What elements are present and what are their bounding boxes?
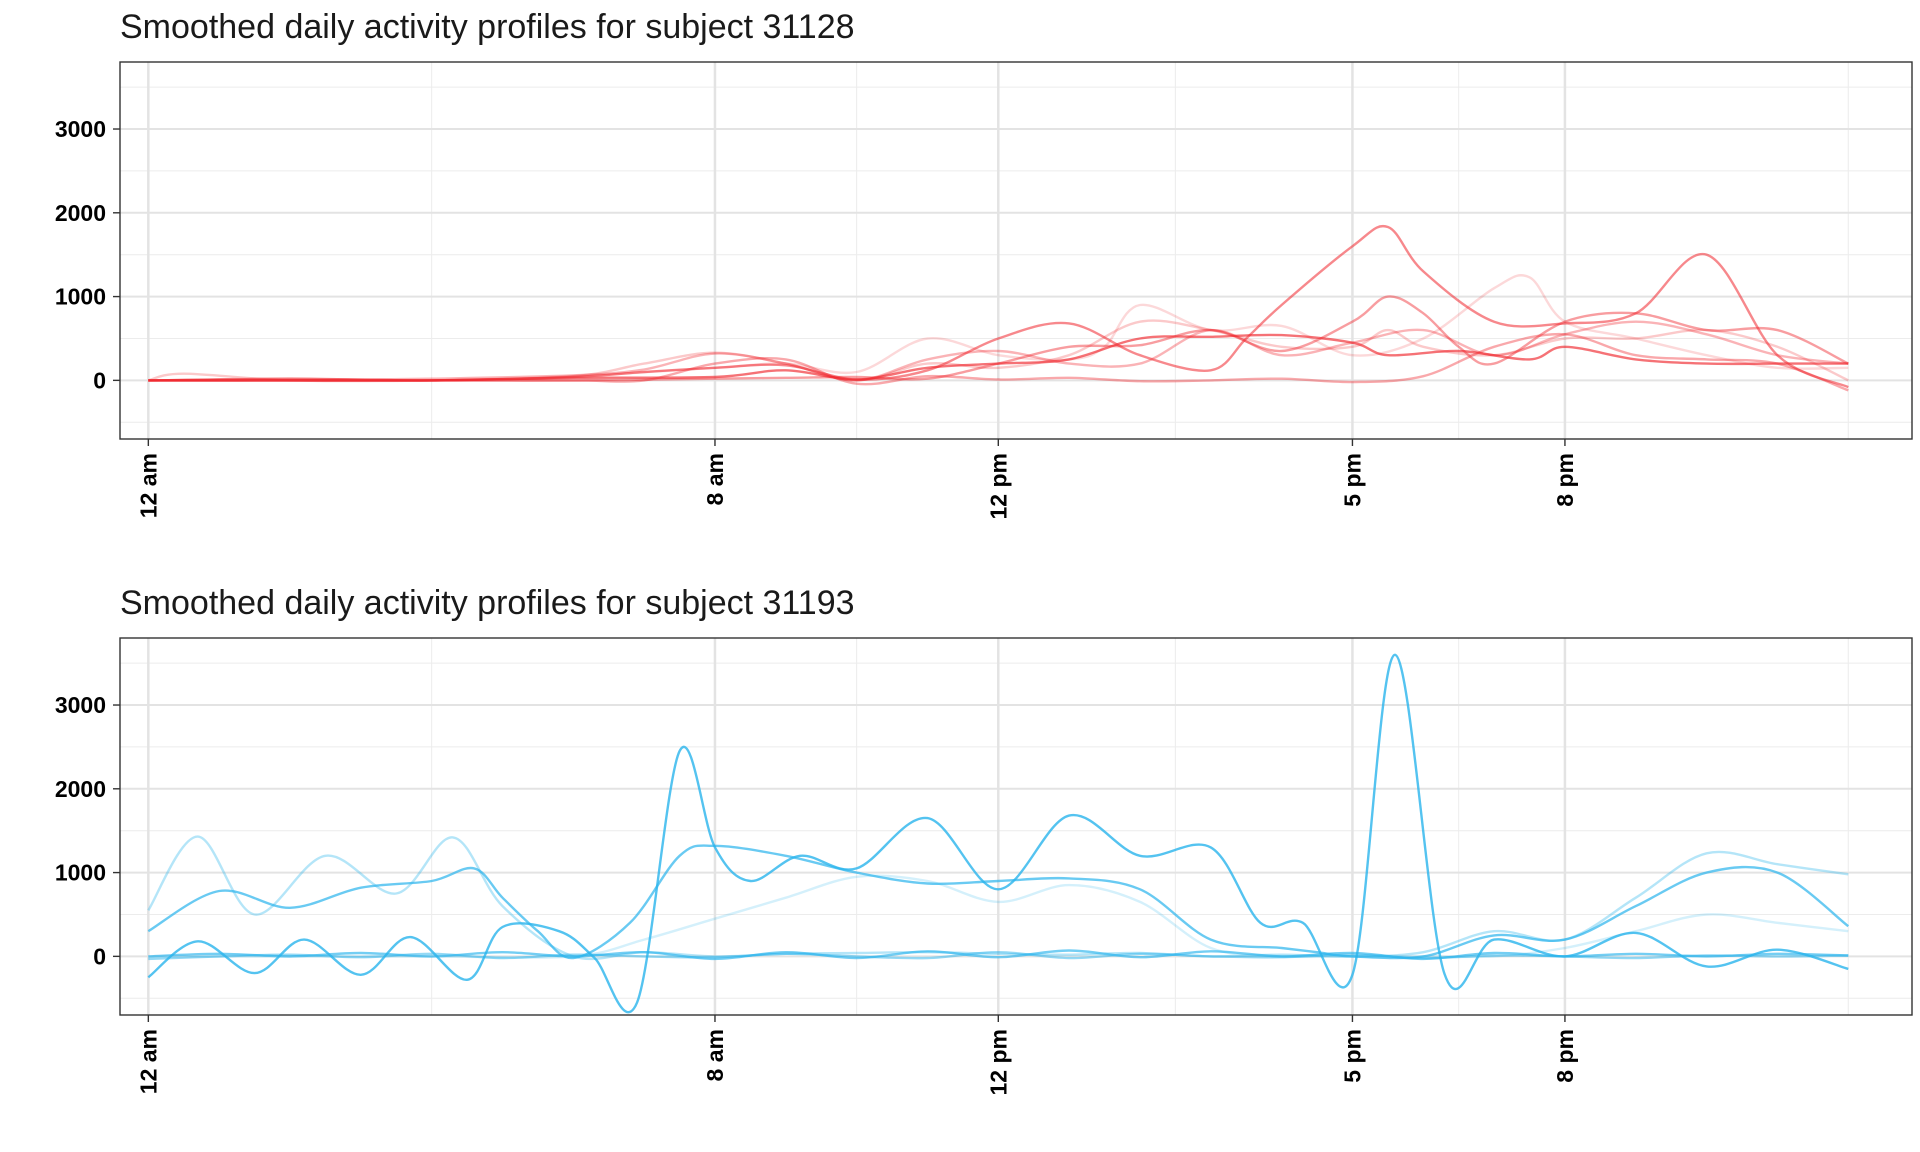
y-tick-label: 3000 — [55, 116, 106, 142]
series-group — [147, 653, 1850, 1014]
x-tick-label: 12 pm — [985, 453, 1011, 519]
plot-border — [119, 61, 1913, 440]
y-tick-label: 0 — [93, 943, 106, 969]
x-tick-label: 12 am — [135, 453, 161, 518]
x-tick-label: 8 am — [702, 453, 728, 505]
chart-panel-subject-31193: Smoothed daily activity profiles for sub… — [0, 576, 1920, 1152]
y-tick-label: 1000 — [55, 860, 106, 886]
chart-title: Smoothed daily activity profiles for sub… — [120, 8, 855, 46]
x-tick-label: 5 pm — [1339, 1029, 1365, 1083]
x-tick-label: 5 pm — [1339, 453, 1365, 507]
series-line — [148, 295, 1849, 382]
series-line — [148, 320, 1849, 382]
series-line — [147, 653, 1849, 1014]
chart-panel-subject-31128: Smoothed daily activity profiles for sub… — [55, 8, 1913, 519]
x-tick-label: 8 pm — [1552, 453, 1578, 507]
y-tick-label: 0 — [93, 367, 106, 393]
chart-title: Smoothed daily activity profiles for sub… — [120, 584, 855, 622]
series-line — [148, 333, 1849, 382]
x-tick-label: 12 pm — [985, 1029, 1011, 1095]
series-line — [147, 844, 1850, 960]
chart-plot: 0 1000 2000 3000 12 am 8 am 12 pm 5 pm 8 pm — [55, 637, 1913, 1095]
y-tick-label: 2000 — [55, 200, 106, 226]
series-line — [148, 224, 1849, 389]
series-group — [147, 224, 1849, 392]
y-tick-label: 2000 — [55, 776, 106, 802]
x-tick-label: 8 am — [702, 1029, 728, 1081]
x-tick-label: 12 am — [135, 1029, 161, 1094]
plot-border — [119, 637, 1913, 1016]
series-line — [148, 332, 1849, 392]
y-tick-label: 3000 — [55, 692, 106, 718]
x-tick-label: 8 pm — [1552, 1029, 1578, 1083]
chart-plot: 0 1000 2000 3000 12 am 8 am 12 pm 5 pm 8 pm — [55, 61, 1913, 519]
y-tick-label: 1000 — [55, 284, 106, 310]
